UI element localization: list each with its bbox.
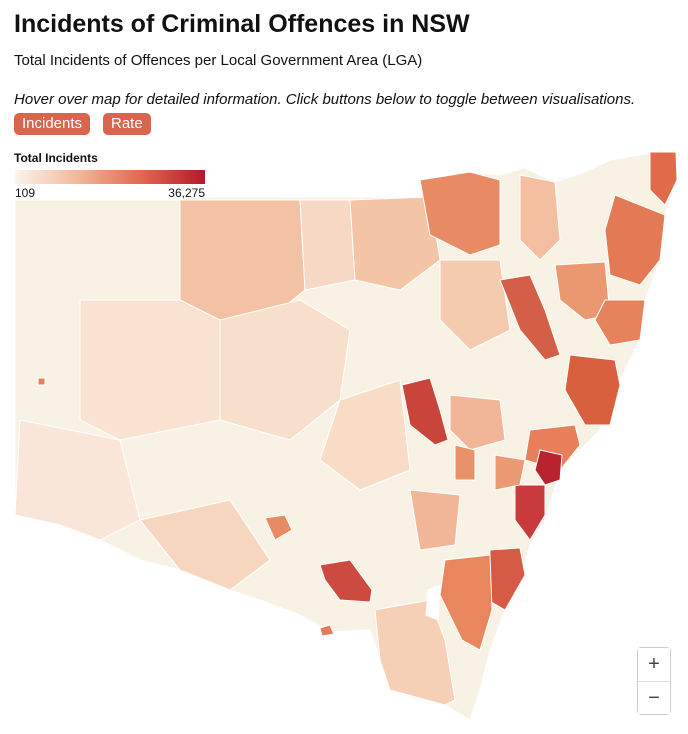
legend-gradient	[15, 170, 205, 184]
region	[487, 547, 526, 611]
zoom-out[interactable]: −	[638, 681, 670, 714]
region	[594, 299, 646, 346]
zoom-in[interactable]: +	[638, 648, 670, 681]
region	[409, 489, 461, 551]
region	[319, 559, 373, 603]
rate-button[interactable]: Rate	[103, 113, 151, 135]
region	[514, 484, 546, 541]
title: Incidents of Criminal Offences in NSW	[14, 10, 470, 38]
incidents-button[interactable]: Incidents	[14, 113, 91, 135]
region	[494, 454, 526, 491]
region	[439, 259, 511, 351]
instruction: Hover over map for detailed information.…	[14, 91, 636, 108]
region	[79, 299, 221, 441]
subtitle: Total Incidents of Offences per Local Go…	[14, 52, 423, 69]
legend-min: 109	[15, 186, 36, 200]
region	[439, 554, 493, 651]
region	[299, 199, 356, 291]
region	[139, 499, 271, 591]
regions	[14, 149, 678, 721]
region	[519, 174, 561, 261]
region	[419, 171, 501, 256]
legend-max: 36,275	[168, 186, 205, 200]
region	[649, 151, 678, 206]
region	[425, 584, 441, 621]
region	[534, 449, 563, 486]
region	[319, 624, 335, 637]
legend-title: Total Incidents	[14, 151, 98, 165]
region	[14, 419, 141, 541]
zoom-control: + −	[637, 647, 671, 715]
region	[499, 274, 561, 361]
region	[401, 377, 449, 446]
region	[449, 394, 506, 451]
region	[179, 199, 306, 321]
region	[349, 196, 441, 291]
region	[264, 514, 293, 541]
region	[454, 444, 476, 481]
region	[37, 377, 46, 386]
region	[564, 354, 621, 426]
region	[319, 379, 411, 491]
region	[604, 194, 666, 286]
